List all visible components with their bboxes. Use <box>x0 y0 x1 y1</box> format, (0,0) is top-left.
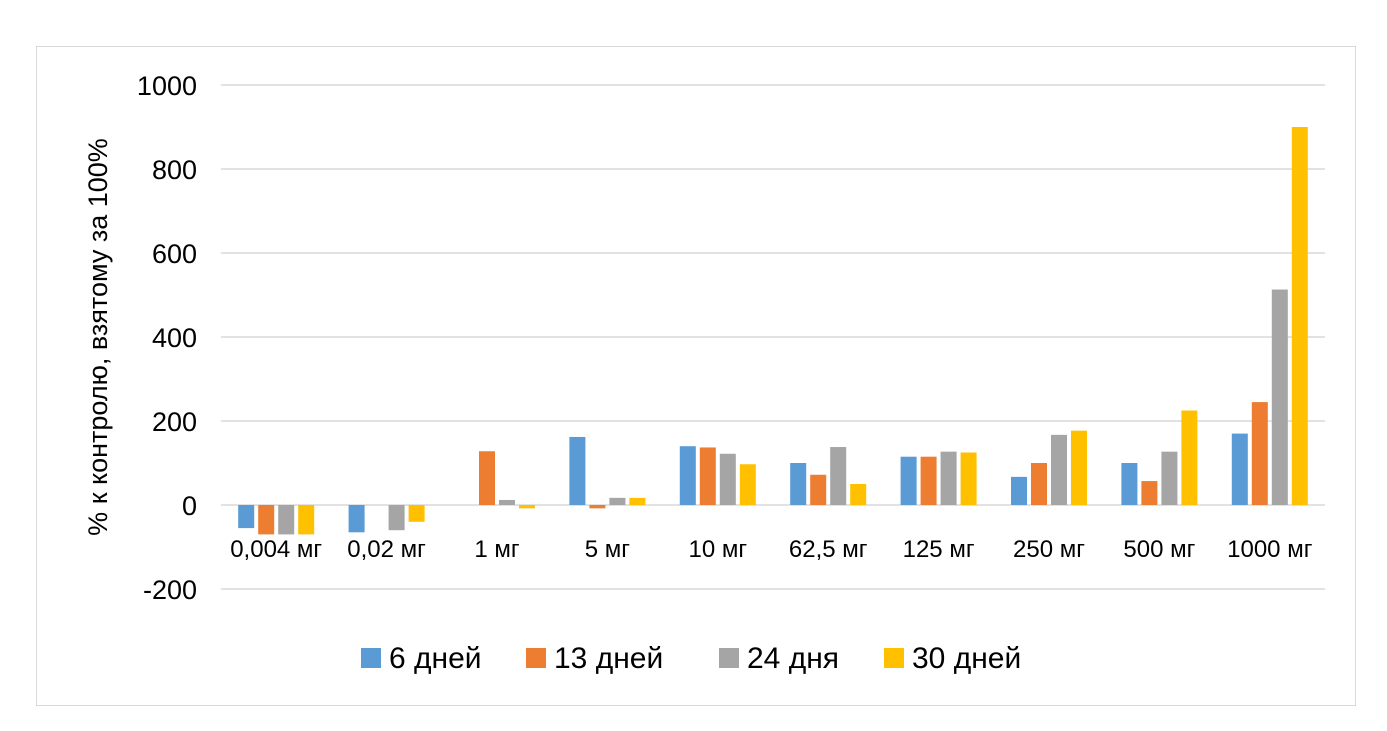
bar <box>920 456 937 505</box>
bar <box>1181 410 1198 505</box>
legend-label: 6 дней <box>389 642 482 675</box>
bar <box>388 505 405 531</box>
bar-chart: -200 0 200 400 600 800 1000 0,004 мг 0,02 мг 1 м… <box>83 71 1325 675</box>
bars <box>238 127 1308 535</box>
bar <box>569 436 586 505</box>
y-tick-label: 800 <box>152 155 197 185</box>
legend-label: 13 дней <box>554 642 663 675</box>
y-axis-label: % к контролю, взятому за 100% <box>83 138 113 536</box>
x-category-label: 500 мг <box>1123 536 1195 563</box>
bar <box>278 505 295 535</box>
y-axis-ticks: -200 0 200 400 600 800 1000 <box>137 71 197 605</box>
y-tick-label: -200 <box>143 575 197 605</box>
bar <box>609 497 626 505</box>
bar <box>940 451 957 505</box>
bar <box>519 505 535 509</box>
bar <box>238 505 255 529</box>
y-tick-label: 1000 <box>137 71 197 101</box>
bar <box>850 484 867 505</box>
bar <box>348 505 365 533</box>
bar <box>1251 402 1268 505</box>
x-category-label: 1 мг <box>474 536 520 563</box>
bar <box>719 453 736 505</box>
bar <box>408 505 425 522</box>
bar <box>1291 127 1308 505</box>
bar <box>1011 476 1027 505</box>
bar <box>790 463 807 505</box>
legend-swatch <box>361 648 381 668</box>
bar <box>1031 463 1047 505</box>
bar <box>1051 434 1067 505</box>
bar <box>629 497 646 505</box>
legend: 6 дней 13 дней 24 дня 30 дней <box>361 642 1021 675</box>
bar <box>679 446 696 505</box>
x-category-label: 0,02 мг <box>347 536 426 563</box>
x-category-label: 5 мг <box>585 536 631 563</box>
bar <box>810 474 827 505</box>
legend-label: 30 дней <box>912 642 1021 675</box>
y-tick-label: 400 <box>152 323 197 353</box>
legend-label: 24 дня <box>747 642 839 675</box>
y-tick-label: 200 <box>152 407 197 437</box>
bar <box>900 456 917 505</box>
x-category-label: 10 мг <box>688 536 747 563</box>
bar <box>479 451 495 505</box>
chart-frame: -200 0 200 400 600 800 1000 0,004 мг 0,02 мг 1 м… <box>36 46 1356 706</box>
bar <box>699 447 716 505</box>
bar <box>960 452 977 505</box>
y-tick-label: 600 <box>152 239 197 269</box>
bar <box>1271 289 1288 505</box>
y-tick-label: 0 <box>182 491 197 521</box>
x-category-label: 1000 мг <box>1227 536 1313 563</box>
x-category-label: 62,5 мг <box>789 536 868 563</box>
x-category-label: 250 мг <box>1013 536 1085 563</box>
bar <box>1071 430 1087 505</box>
bar <box>1121 463 1138 505</box>
bar <box>499 499 515 505</box>
x-category-label: 0,004 мг <box>230 536 322 563</box>
bar <box>830 447 847 505</box>
legend-swatch <box>884 648 904 668</box>
x-category-label: 125 мг <box>903 536 975 563</box>
bar <box>298 505 315 535</box>
bar <box>1231 433 1248 505</box>
gridlines <box>221 84 1325 590</box>
x-axis-categories: 0,004 мг 0,02 мг 1 мг 5 мг 10 мг 62,5 мг 125 м… <box>230 536 1312 563</box>
legend-swatch <box>719 648 739 668</box>
bar <box>258 505 275 535</box>
bar <box>589 505 606 509</box>
bar <box>1161 451 1178 505</box>
bar <box>739 464 756 505</box>
legend-swatch <box>526 648 546 668</box>
bar <box>1141 481 1158 505</box>
